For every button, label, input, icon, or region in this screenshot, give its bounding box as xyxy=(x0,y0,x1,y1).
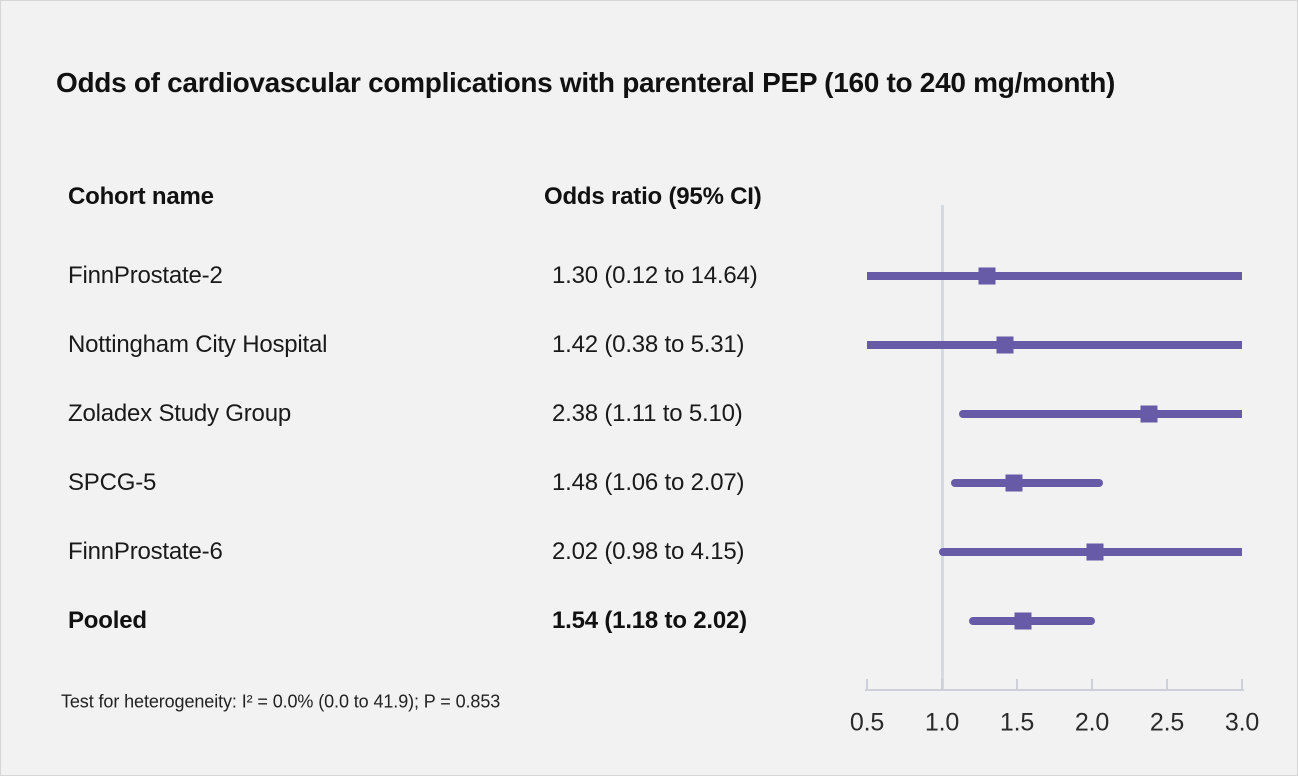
x-axis-tick-label: 2.5 xyxy=(1149,708,1185,737)
reference-line-or-1 xyxy=(940,205,944,689)
heterogeneity-test-note: Test for heterogeneity: I² = 0.0% (0.0 t… xyxy=(61,691,501,712)
cohort-name: FinnProstate-6 xyxy=(68,538,223,565)
column-header-cohort-name: Cohort name xyxy=(68,183,214,210)
ci-bar-pooled xyxy=(969,617,1095,625)
chart-title: Odds of cardiovascular complications wit… xyxy=(56,67,1116,98)
x-axis-tick xyxy=(1166,679,1168,689)
or-marker-zoladex-study-group xyxy=(1140,405,1158,423)
cohort-name: SPCG-5 xyxy=(68,469,157,496)
or-marker-finnprostate-6 xyxy=(1086,543,1104,561)
x-axis-tick xyxy=(1091,679,1093,689)
x-axis-tick xyxy=(1241,679,1243,689)
odds-ratio-value-pooled: 1.54 (1.18 to 2.02) xyxy=(552,607,747,634)
column-header-odds-ratio: Odds ratio (95% CI) xyxy=(544,183,762,210)
odds-ratio-value: 1.42 (0.38 to 5.31) xyxy=(552,331,745,358)
odds-ratio-value: 1.30 (0.12 to 14.64) xyxy=(552,262,758,289)
or-marker-spcg-5 xyxy=(1005,474,1023,492)
x-axis-tick xyxy=(866,679,868,689)
cohort-name: Nottingham City Hospital xyxy=(68,331,328,358)
x-axis-line xyxy=(865,689,1244,691)
x-axis-tick-label: 2.0 xyxy=(1074,708,1110,737)
cohort-name: FinnProstate-2 xyxy=(68,262,223,289)
odds-ratio-value: 2.02 (0.98 to 4.15) xyxy=(552,538,745,565)
x-axis-tick-label: 0.5 xyxy=(849,708,885,737)
ci-bar-zoladex-study-group xyxy=(958,410,1242,418)
odds-ratio-value: 2.38 (1.11 to 5.10) xyxy=(552,400,743,427)
or-marker-nottingham-city-hospital xyxy=(996,336,1014,354)
ci-bar-spcg-5 xyxy=(951,479,1103,487)
odds-ratio-value: 1.48 (1.06 to 2.07) xyxy=(552,469,745,496)
x-axis-tick xyxy=(941,679,943,689)
or-marker-finnprostate-2 xyxy=(978,267,996,285)
ci-bar-nottingham-city-hospital xyxy=(867,341,1242,349)
x-axis-tick-label: 3.0 xyxy=(1224,708,1260,737)
x-axis-tick-label: 1.5 xyxy=(999,708,1035,737)
x-axis-tick xyxy=(1016,679,1018,689)
ci-bar-finnprostate-2 xyxy=(867,272,1242,280)
cohort-name-pooled: Pooled xyxy=(68,607,147,634)
x-axis-tick-label: 1.0 xyxy=(924,708,960,737)
or-marker-pooled xyxy=(1014,612,1032,630)
cohort-name: Zoladex Study Group xyxy=(68,400,291,427)
